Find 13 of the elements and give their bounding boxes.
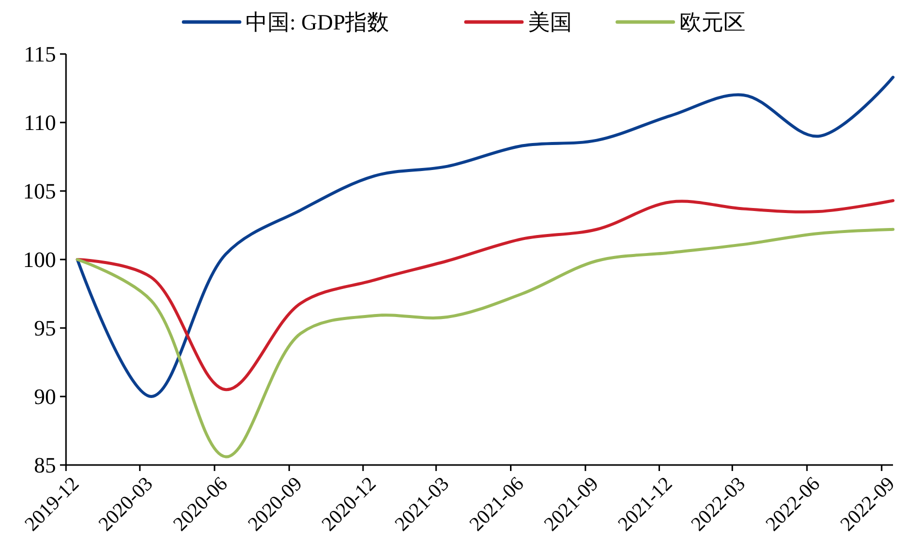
y-tick-label: 90: [34, 384, 56, 410]
legend-label: 美国: [528, 10, 572, 35]
line-series: [76, 76, 894, 398]
legend-label: 中国: GDP指数: [246, 10, 390, 35]
y-tick-label: 100: [23, 247, 56, 272]
y-tick-label: 115: [24, 42, 56, 67]
line-series: [76, 228, 894, 458]
y-tick-label: 110: [24, 110, 56, 136]
y-tick-label: 85: [34, 452, 56, 478]
line-series: [76, 199, 894, 392]
y-tick-label: 95: [34, 316, 56, 341]
legend-label: 欧元区: [679, 10, 746, 35]
y-tick-label: 105: [23, 178, 56, 204]
